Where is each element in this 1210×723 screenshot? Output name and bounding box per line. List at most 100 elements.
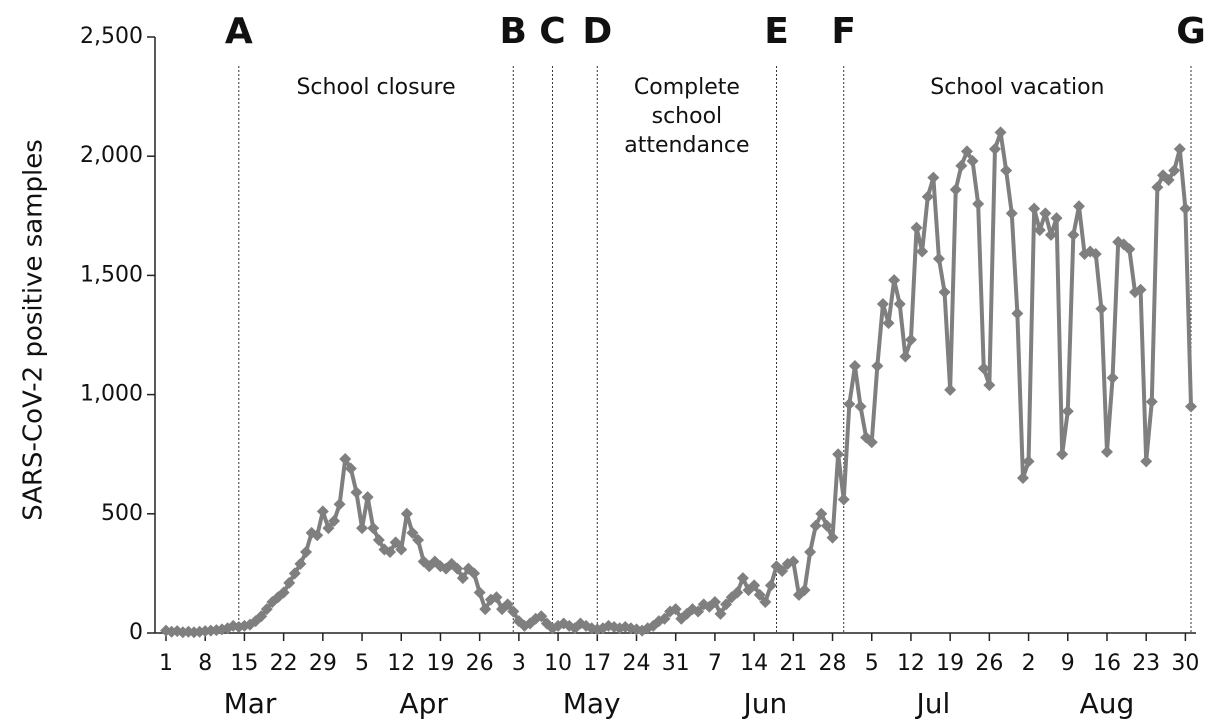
- data-marker: [977, 362, 990, 375]
- data-marker: [456, 572, 469, 585]
- data-marker: [910, 221, 923, 234]
- x-tick-label: 3: [512, 651, 526, 676]
- y-tick-label: 2,000: [80, 143, 143, 168]
- data-marker: [1016, 472, 1029, 485]
- data-marker: [400, 507, 413, 520]
- data-marker: [1179, 202, 1192, 215]
- data-marker: [932, 252, 945, 265]
- data-marker: [994, 126, 1007, 139]
- data-marker: [899, 350, 912, 363]
- month-label: Mar: [224, 687, 277, 720]
- data-marker: [1185, 400, 1197, 413]
- data-marker: [367, 522, 380, 535]
- event-label: E: [764, 11, 789, 52]
- data-marker: [1095, 302, 1108, 315]
- data-marker: [1039, 207, 1052, 220]
- data-marker: [328, 514, 341, 527]
- data-marker: [865, 436, 878, 449]
- data-marker: [277, 586, 290, 599]
- data-marker: [736, 572, 749, 585]
- data-marker: [938, 286, 951, 299]
- data-marker: [479, 603, 492, 616]
- period-label: School closure: [296, 75, 455, 100]
- data-marker: [300, 545, 313, 558]
- data-marker: [776, 565, 789, 578]
- data-marker: [731, 586, 744, 599]
- data-marker: [1011, 307, 1024, 320]
- data-marker: [1000, 164, 1013, 177]
- data-marker: [288, 567, 301, 580]
- data-marker: [389, 536, 402, 549]
- event-label: G: [1176, 11, 1206, 52]
- data-marker: [960, 145, 973, 158]
- period-label: school: [652, 104, 723, 129]
- data-marker: [322, 522, 335, 535]
- x-tick-label: 7: [708, 651, 722, 676]
- event-label: A: [225, 11, 253, 52]
- data-marker: [949, 183, 962, 196]
- data-marker: [395, 543, 408, 556]
- data-marker: [832, 448, 845, 461]
- period-label: School vacation: [930, 75, 1104, 100]
- x-tick-label: 9: [1061, 651, 1075, 676]
- y-tick-label: 1,000: [80, 382, 143, 407]
- data-marker: [1028, 202, 1041, 215]
- month-label: Apr: [399, 687, 448, 720]
- data-marker: [1123, 243, 1136, 256]
- data-marker: [1089, 247, 1102, 260]
- x-tick-label: 15: [230, 651, 258, 676]
- data-marker: [714, 607, 727, 620]
- data-marker: [798, 584, 811, 597]
- data-marker: [1100, 445, 1113, 458]
- data-marker: [361, 491, 374, 504]
- x-tick-label: 21: [779, 651, 807, 676]
- y-tick-label: 1,500: [80, 262, 143, 287]
- data-marker: [1022, 455, 1035, 468]
- data-marker: [972, 197, 985, 210]
- data-marker: [944, 383, 957, 396]
- data-marker: [333, 498, 346, 511]
- data-marker: [490, 591, 503, 604]
- data-marker: [1033, 224, 1046, 237]
- data-marker: [966, 154, 979, 167]
- event-label: B: [500, 11, 527, 52]
- data-marker: [764, 579, 777, 592]
- x-tick-label: 24: [622, 651, 650, 676]
- data-marker: [826, 531, 839, 544]
- data-marker: [893, 298, 906, 311]
- x-tick-label: 5: [865, 651, 879, 676]
- event-label: C: [539, 11, 565, 52]
- data-marker: [809, 519, 822, 532]
- month-label: Jun: [741, 687, 787, 720]
- event-label: F: [831, 11, 856, 52]
- data-marker: [904, 333, 917, 346]
- period-label: Complete: [634, 75, 740, 100]
- data-marker: [283, 576, 296, 589]
- data-marker: [708, 596, 721, 609]
- data-marker: [983, 379, 996, 392]
- data-marker: [1168, 164, 1181, 177]
- data-marker: [854, 400, 867, 413]
- data-marker: [260, 603, 273, 616]
- month-label: Jul: [914, 687, 950, 720]
- data-marker: [1072, 200, 1085, 213]
- data-marker: [406, 526, 419, 539]
- x-tick-label: 8: [198, 651, 212, 676]
- data-marker: [255, 610, 268, 623]
- data-marker: [669, 603, 682, 616]
- data-marker: [1005, 207, 1018, 220]
- x-tick-label: 1: [159, 651, 173, 676]
- data-line: [165, 130, 1193, 635]
- data-marker: [384, 545, 397, 558]
- data-marker: [372, 534, 385, 547]
- x-tick-label: 12: [897, 651, 925, 676]
- event-label: D: [582, 11, 612, 52]
- data-marker: [921, 190, 934, 203]
- period-label: attendance: [624, 133, 749, 158]
- y-axis-title: SARS-CoV-2 positive samples: [19, 139, 49, 521]
- x-tick-label: 19: [936, 651, 964, 676]
- data-marker: [843, 398, 856, 411]
- data-marker: [804, 545, 817, 558]
- y-tick-label: 2,500: [80, 24, 143, 49]
